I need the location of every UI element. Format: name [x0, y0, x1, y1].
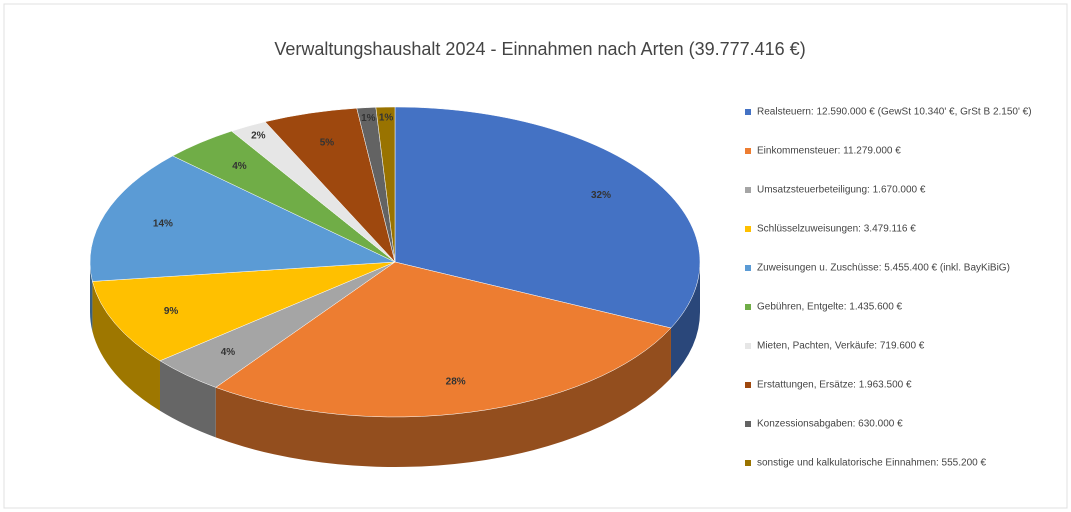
data-label: 2% — [251, 130, 266, 141]
legend-swatch — [745, 343, 751, 349]
data-label: 4% — [232, 161, 247, 172]
legend-swatch — [745, 382, 751, 388]
data-label: 14% — [153, 218, 173, 229]
slice-side — [670, 262, 700, 378]
legend-label: Gebühren, Entgelte: 1.435.600 € — [757, 302, 903, 313]
data-label: 1% — [379, 113, 394, 124]
data-label: 4% — [221, 347, 236, 358]
legend-label: Realsteuern: 12.590.000 € (GewSt 10.340'… — [757, 107, 1032, 118]
legend-label: Schlüsselzuweisungen: 3.479.116 € — [757, 224, 916, 235]
legend-label: Konzessionsabgaben: 630.000 € — [757, 419, 903, 430]
legend-swatch — [745, 109, 751, 115]
legend-label: Einkommensteuer: 11.279.000 € — [757, 146, 901, 157]
legend-label: Umsatzsteuerbeteiligung: 1.670.000 € — [757, 185, 926, 196]
data-label: 32% — [591, 190, 611, 201]
legend-label: Erstattungen, Ersätze: 1.963.500 € — [757, 380, 912, 391]
data-label: 9% — [164, 306, 179, 317]
slice — [375, 106, 396, 263]
legend-swatch — [745, 226, 751, 232]
legend-swatch — [745, 304, 751, 310]
legend-swatch — [745, 421, 751, 427]
chart-title: Verwaltungshaushalt 2024 - Einnahmen nac… — [274, 39, 805, 59]
data-label: 28% — [446, 377, 466, 388]
legend-label: sonstige und kalkulatorische Einnahmen: … — [757, 458, 986, 469]
legend-label: Zuweisungen u. Zuschüsse: 5.455.400 € (i… — [757, 263, 1010, 274]
data-label: 5% — [320, 138, 335, 149]
slice — [215, 261, 672, 418]
legend-swatch — [745, 148, 751, 154]
slice-side — [215, 327, 671, 468]
data-label: 1% — [361, 113, 376, 124]
slice-side — [159, 360, 216, 438]
slice — [394, 106, 701, 329]
legend-label: Mieten, Pachten, Verkäufe: 719.600 € — [757, 341, 925, 352]
legend-swatch — [745, 265, 751, 271]
slice-side — [92, 281, 160, 411]
legend-swatch — [745, 187, 751, 193]
slice — [92, 261, 396, 362]
legend-swatch — [745, 460, 751, 466]
slice — [89, 155, 396, 282]
